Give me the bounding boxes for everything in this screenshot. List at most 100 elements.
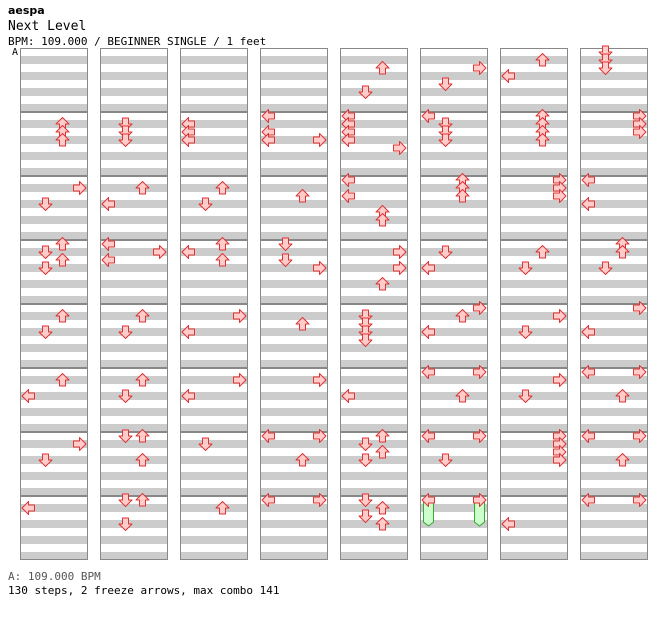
beat-stripe <box>20 120 88 128</box>
arrow-down-icon <box>358 333 373 347</box>
measure-17 <box>180 112 248 176</box>
beat-stripe <box>100 392 168 400</box>
beat-stripe <box>100 456 168 464</box>
beat-stripe <box>500 376 568 384</box>
arrow-right-icon <box>73 437 87 451</box>
measure-border <box>580 496 648 560</box>
beat-stripe <box>180 408 248 416</box>
beat-stripe <box>100 296 168 304</box>
arrow-up-icon <box>215 181 230 195</box>
arrow-up-icon <box>455 389 470 403</box>
beat-stripe <box>180 504 248 512</box>
measure-49 <box>500 112 568 176</box>
measure-15 <box>100 496 168 560</box>
beat-stripe <box>260 344 328 352</box>
arrow-left-icon <box>341 133 355 147</box>
arrow-left-icon <box>21 501 35 515</box>
beat-stripe <box>420 536 488 544</box>
measure-border <box>260 304 328 368</box>
arrow-left-icon <box>181 245 195 259</box>
beat-stripe <box>420 120 488 128</box>
beat-stripe <box>580 424 648 432</box>
arrow-right-icon <box>393 245 407 259</box>
beat-stripe <box>580 344 648 352</box>
measure-border <box>180 432 248 496</box>
measure-62 <box>580 432 648 496</box>
beat-stripe <box>340 200 408 208</box>
beat-stripe <box>420 520 488 528</box>
beat-stripe <box>100 280 168 288</box>
arrow-down-icon <box>38 325 53 339</box>
beat-stripe <box>340 360 408 368</box>
beat-stripe <box>580 392 648 400</box>
arrow-up-icon <box>535 245 550 259</box>
beat-stripe <box>20 456 88 464</box>
beat-stripe <box>260 408 328 416</box>
beat-stripe <box>20 472 88 480</box>
measure-border <box>20 176 88 240</box>
chart-info: BPM: 109.000 / BEGINNER SINGLE / 1 feet <box>8 35 267 48</box>
arrow-down-icon <box>438 133 453 147</box>
beat-stripe <box>500 504 568 512</box>
beat-stripe <box>580 120 648 128</box>
beat-stripe <box>500 152 568 160</box>
beat-stripe <box>340 328 408 336</box>
measure-40 <box>420 48 488 112</box>
measure-61 <box>580 368 648 432</box>
beat-stripe <box>580 136 648 144</box>
beat-stripe <box>180 200 248 208</box>
beat-stripe <box>580 312 648 320</box>
measure-41 <box>420 112 488 176</box>
measure-border <box>580 176 648 240</box>
beat-stripe <box>260 392 328 400</box>
arrow-left-icon <box>581 197 595 211</box>
arrow-up-icon <box>135 373 150 387</box>
arrow-left-icon <box>581 493 595 507</box>
beat-stripe <box>340 56 408 64</box>
beat-stripe <box>20 424 88 432</box>
measure-border <box>420 496 488 560</box>
beat-stripe <box>500 184 568 192</box>
arrow-down-icon <box>438 125 453 139</box>
beat-stripe <box>180 344 248 352</box>
measure-border <box>580 304 648 368</box>
measure-border <box>100 240 168 304</box>
beat-stripe <box>180 248 248 256</box>
measure-border <box>260 432 328 496</box>
arrow-up-icon <box>375 61 390 75</box>
beat-stripe <box>20 392 88 400</box>
beat-stripe <box>100 472 168 480</box>
arrow-left-icon <box>421 493 435 507</box>
arrow-up-icon <box>55 309 70 323</box>
beat-stripe <box>260 312 328 320</box>
arrow-right-icon <box>633 493 647 507</box>
arrow-down-icon <box>438 245 453 259</box>
arrow-down-icon <box>118 125 133 139</box>
measure-1 <box>20 112 88 176</box>
beat-stripe <box>260 72 328 80</box>
beat-stripe <box>500 200 568 208</box>
arrow-down-icon <box>278 237 293 251</box>
beat-stripe <box>180 392 248 400</box>
beat-stripe <box>420 216 488 224</box>
beat-stripe <box>580 232 648 240</box>
beat-stripe <box>260 504 328 512</box>
bpm-legend: A: 109.000 BPM <box>8 570 101 583</box>
arrow-up-icon <box>375 517 390 531</box>
measure-border <box>500 112 568 176</box>
beat-stripe <box>20 488 88 496</box>
measure-56 <box>580 48 648 112</box>
beat-stripe <box>20 296 88 304</box>
beat-stripe <box>500 328 568 336</box>
arrow-left-icon <box>581 365 595 379</box>
arrow-down-icon <box>38 261 53 275</box>
measure-13 <box>100 368 168 432</box>
beat-stripe <box>180 232 248 240</box>
measure-border <box>100 432 168 496</box>
measure-border <box>500 304 568 368</box>
measure-border <box>420 176 488 240</box>
beat-stripe <box>500 296 568 304</box>
beat-stripe <box>420 136 488 144</box>
beat-stripe <box>180 488 248 496</box>
